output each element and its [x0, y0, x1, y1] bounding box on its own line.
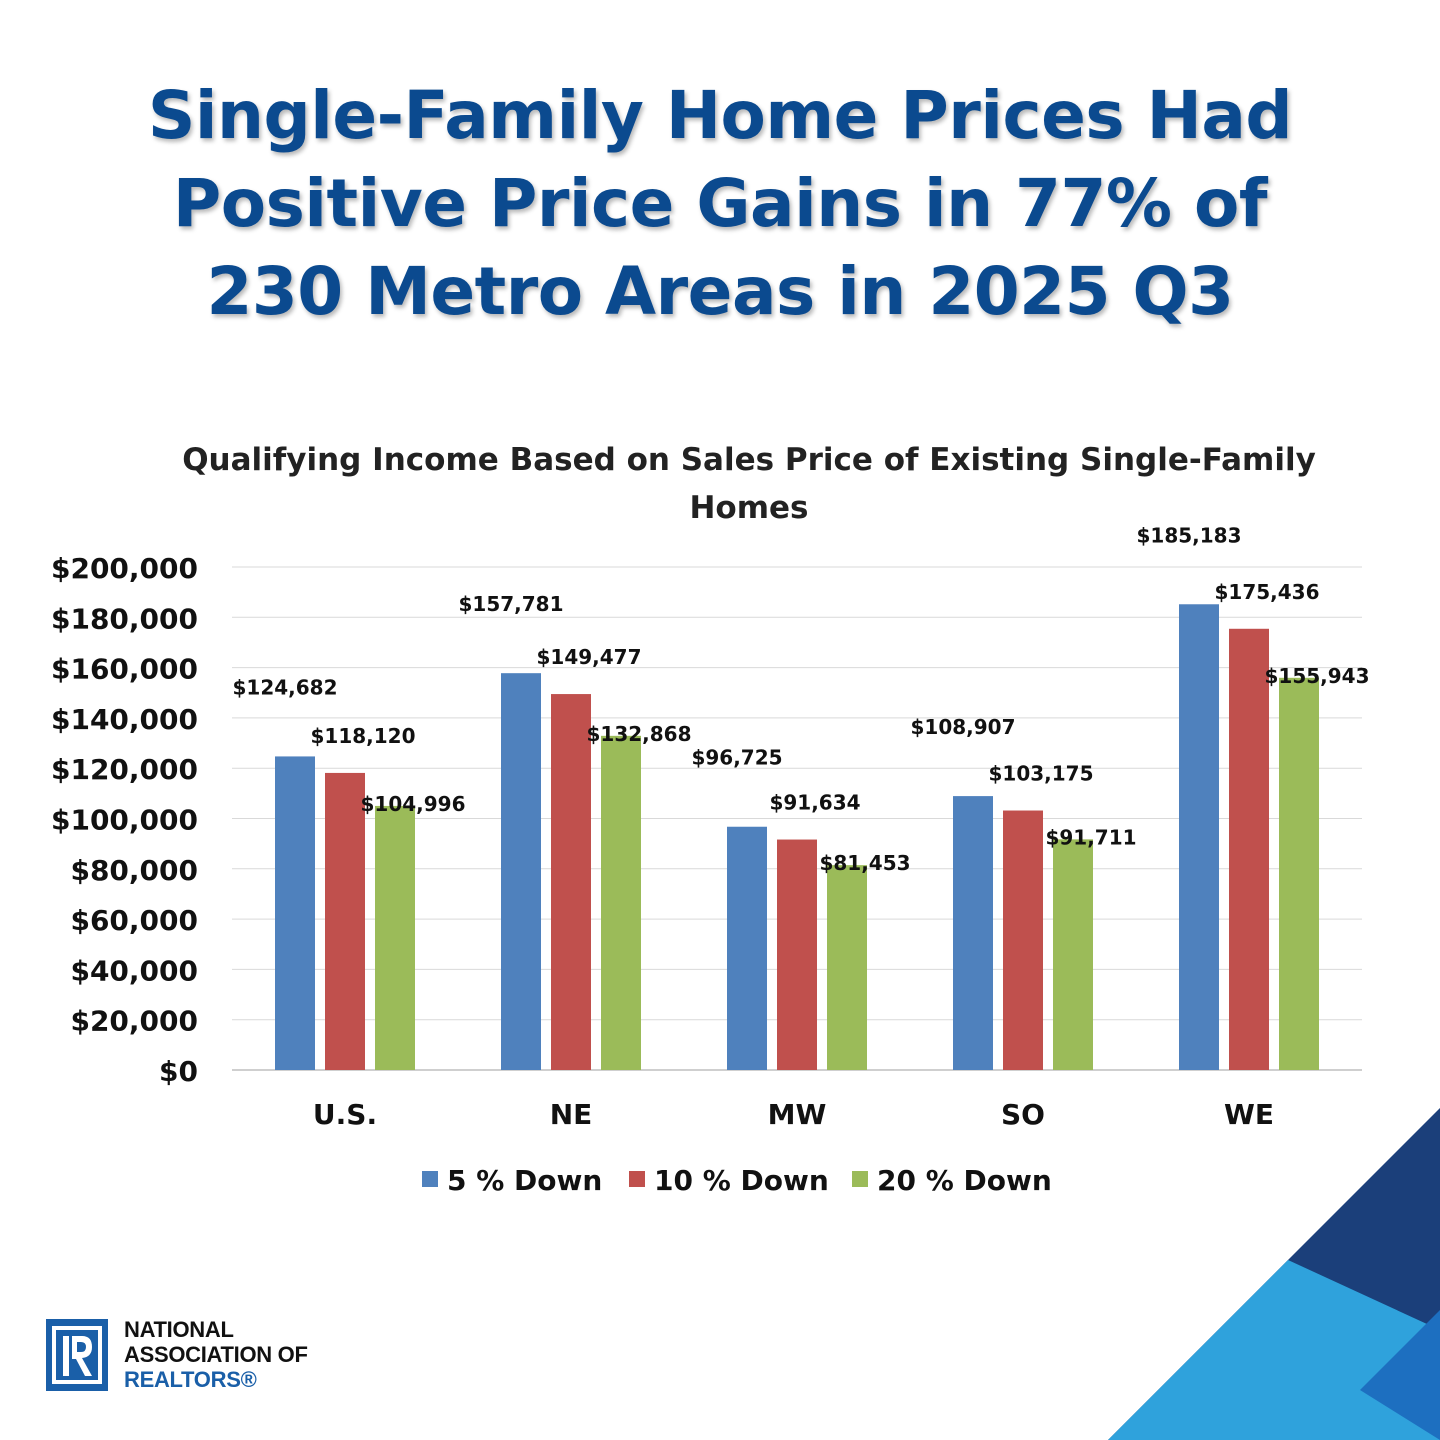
headline-line-2: Positive Price Gains in 77% of [172, 165, 1268, 242]
bar [501, 673, 541, 1070]
y-tick-label: $20,000 [70, 1005, 198, 1038]
legend-swatch [629, 1171, 645, 1187]
legend-swatch [422, 1171, 438, 1187]
data-label: $118,120 [310, 724, 415, 748]
y-tick-label: $0 [159, 1055, 198, 1088]
x-tick-label: SO [1001, 1098, 1045, 1131]
bar [953, 796, 993, 1070]
bar [1179, 604, 1219, 1070]
headline: Single-Family Home Prices Had Positive P… [0, 72, 1440, 336]
x-tick-label: U.S. [313, 1098, 377, 1131]
y-tick-label: $80,000 [70, 854, 198, 887]
data-label: $149,477 [536, 645, 641, 669]
bar [375, 805, 415, 1070]
data-label: $91,634 [769, 791, 860, 815]
legend-label: 20 % Down [877, 1164, 1052, 1197]
bar [727, 826, 767, 1070]
y-tick-label: $200,000 [51, 552, 198, 585]
bar [777, 839, 817, 1070]
corner-mid-triangle [1360, 1310, 1440, 1440]
logo-line-realtors: REALTORS® [124, 1367, 257, 1392]
logo-line-national: NATIONAL [124, 1317, 234, 1342]
chart-title-line-1: Qualifying Income Based on Sales Price o… [182, 442, 1316, 478]
logo-line-association: ASSOCIATION OF [124, 1342, 308, 1367]
data-label: $103,175 [988, 762, 1093, 786]
y-tick-label: $100,000 [51, 804, 198, 837]
bar [325, 772, 365, 1070]
data-label: $175,436 [1214, 580, 1319, 604]
data-label: $157,781 [458, 592, 563, 616]
y-tick-label: $60,000 [70, 904, 198, 937]
data-label: $81,453 [819, 851, 910, 875]
legend-label: 5 % Down [447, 1164, 602, 1197]
nar-logo: NATIONAL ASSOCIATION OF REALTORS® [46, 1317, 376, 1394]
data-label: $108,907 [910, 715, 1015, 739]
chart-title-line-2: Homes [689, 490, 808, 526]
bar [275, 756, 315, 1070]
bar [601, 735, 641, 1070]
y-tick-label: $40,000 [70, 954, 198, 987]
y-tick-label: $180,000 [51, 602, 198, 635]
y-tick-label: $160,000 [51, 653, 198, 686]
data-label: $185,183 [1136, 523, 1241, 547]
y-tick-label: $140,000 [51, 703, 198, 736]
legend-swatch [852, 1171, 868, 1187]
headline-line-1: Single-Family Home Prices Had [147, 77, 1293, 154]
bar [1229, 628, 1269, 1070]
data-label: $91,711 [1045, 825, 1136, 849]
data-label: $96,725 [691, 746, 782, 770]
realtor-r-icon [46, 1319, 108, 1391]
data-label: $155,943 [1264, 664, 1369, 688]
data-label: $104,996 [360, 792, 465, 816]
legend-label: 10 % Down [654, 1164, 829, 1197]
bar [1053, 839, 1093, 1070]
data-label: $124,682 [232, 675, 337, 699]
bar [1003, 810, 1043, 1070]
corner-light-triangle [1108, 1260, 1440, 1440]
bar [551, 694, 591, 1070]
logo-text: NATIONAL ASSOCIATION OF REALTORS® [124, 1317, 308, 1392]
x-tick-label: WE [1224, 1098, 1274, 1131]
x-tick-label: NE [550, 1098, 593, 1131]
data-label: $132,868 [586, 722, 691, 746]
headline-line-3: 230 Metro Areas in 2025 Q3 [206, 253, 1234, 330]
x-tick-label: MW [768, 1098, 827, 1131]
bar [1279, 677, 1319, 1070]
y-tick-label: $120,000 [51, 753, 198, 786]
bar [827, 865, 867, 1070]
